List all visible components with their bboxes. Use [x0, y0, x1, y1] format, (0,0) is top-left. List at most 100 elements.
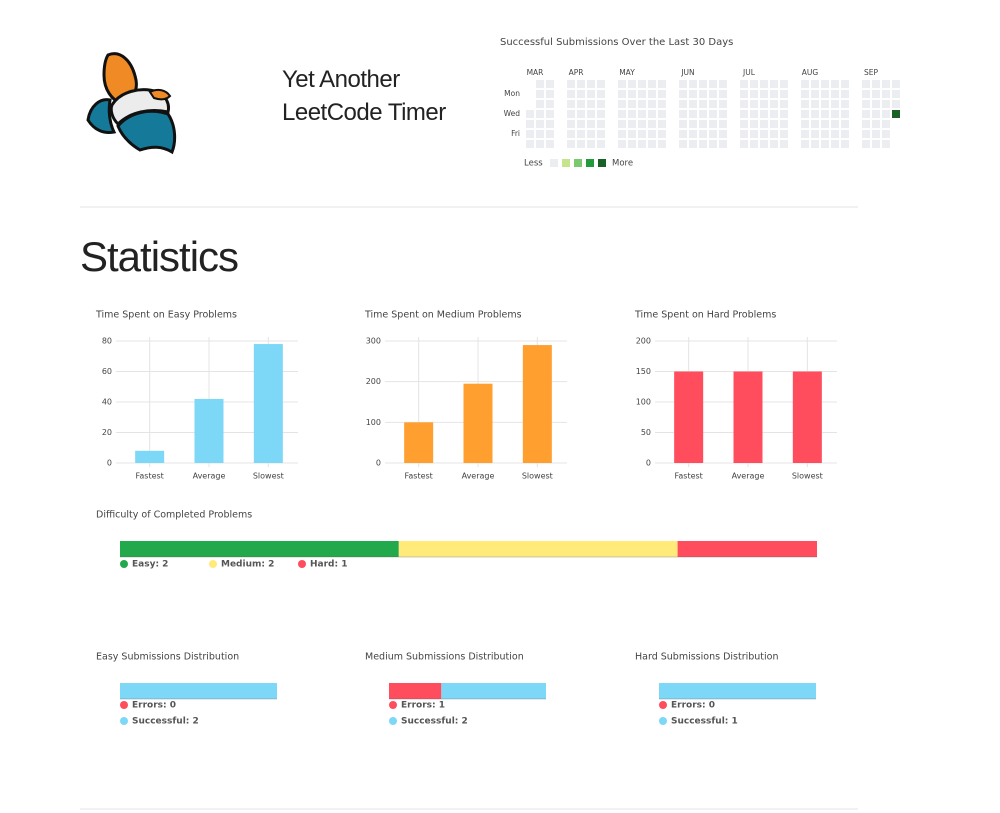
heatmap-cell: [821, 80, 829, 88]
heatmap-cell: [801, 110, 809, 118]
heatmap-cell: [567, 100, 575, 108]
legend-label: Easy: 2: [132, 560, 168, 570]
heatmap-cell: [679, 100, 687, 108]
month-label: MAY: [619, 68, 635, 77]
heatmap-cell: [628, 120, 636, 128]
heatmap-cell: [719, 90, 727, 98]
heatmap-cell: [750, 130, 758, 138]
heatmap-cell: [526, 130, 534, 138]
heatmap-cell: [658, 140, 666, 148]
heatmap-cell: [587, 140, 595, 148]
heatmap-cell: [597, 130, 605, 138]
legend-swatch: [598, 159, 606, 167]
y-tick-label: 0: [376, 459, 381, 468]
heatmap-cell: [811, 110, 819, 118]
heatmap-cell: [841, 90, 849, 98]
heatmap-cell: [587, 110, 595, 118]
heatmap-cell: [546, 80, 554, 88]
heatmap-cell: [567, 110, 575, 118]
heatmap-cell: [872, 100, 880, 108]
chart-title: Time Spent on Hard Problems: [634, 310, 776, 321]
heatmap-cell: [618, 100, 626, 108]
heatmap-cell: [801, 140, 809, 148]
bar: [253, 344, 283, 463]
heatmap-cell: [577, 100, 585, 108]
heatmap-cell: [679, 90, 687, 98]
heatmap-cell: [658, 80, 666, 88]
legend-swatch: [574, 159, 582, 167]
heatmap-cell: [872, 80, 880, 88]
heatmap-cell: [597, 90, 605, 98]
heatmap-cell: [628, 140, 636, 148]
legend-marker: [120, 560, 128, 568]
heatmap-cell: [811, 100, 819, 108]
heatmap-cell: [801, 100, 809, 108]
heatmap-cell: [648, 140, 656, 148]
heatmap-cell: [699, 100, 707, 108]
chart-title: Medium Submissions Distribution: [365, 652, 524, 663]
heatmap-cell: [801, 90, 809, 98]
heatmap-cell: [709, 130, 717, 138]
heatmap-cell: [587, 130, 595, 138]
heatmap-cell: [658, 130, 666, 138]
heatmap-cell: [577, 140, 585, 148]
heatmap-cell: [719, 130, 727, 138]
legend-swatch: [550, 159, 558, 167]
heatmap-cell: [679, 120, 687, 128]
heatmap-cell: [658, 100, 666, 108]
heatmap-cell: [567, 130, 575, 138]
heatmap-cell: [750, 120, 758, 128]
heatmap-cell: [638, 100, 646, 108]
heatmap-cell: [882, 100, 890, 108]
heatmap-cell: [770, 100, 778, 108]
legend-marker: [389, 701, 397, 709]
heatmap-cell: [740, 110, 748, 118]
heatmap-cell: [872, 140, 880, 148]
heatmap-cell: [862, 90, 870, 98]
y-tick-label: 20: [102, 428, 112, 437]
y-tick-label: 100: [636, 398, 651, 407]
day-label: Fri: [511, 129, 520, 138]
heatmap-cell: [648, 90, 656, 98]
heatmap-cell: [760, 90, 768, 98]
heatmap-cell: [536, 90, 544, 98]
heatmap-cell: [597, 100, 605, 108]
heatmap-cell: [618, 90, 626, 98]
y-tick-label: 300: [366, 337, 381, 346]
heatmap-cell: [638, 130, 646, 138]
day-label: Mon: [504, 89, 520, 98]
heatmap-cell: [526, 140, 534, 148]
chart-title: Difficulty of Completed Problems: [96, 510, 252, 521]
heatmap-cell: [679, 130, 687, 138]
heatmap-cell: [750, 110, 758, 118]
heatmap-cell: [780, 120, 788, 128]
x-tick-label: Average: [193, 472, 226, 481]
heatmap-cell: [770, 120, 778, 128]
heatmap-cell: [546, 90, 554, 98]
heatmap-cell: [811, 140, 819, 148]
heatmap-cell: [597, 80, 605, 88]
heatmap-cell: [872, 110, 880, 118]
heatmap-cell: [882, 90, 890, 98]
bar: [463, 383, 493, 463]
bar: [522, 345, 552, 463]
bar: [135, 450, 165, 463]
legend-label: Successful: 2: [132, 717, 199, 727]
heatmap-cell: [638, 80, 646, 88]
legend-marker: [298, 560, 306, 568]
heatmap-cell: [750, 80, 758, 88]
day-label: Wed: [504, 109, 521, 118]
legend-label: Errors: 1: [401, 701, 445, 711]
bar: [674, 371, 704, 463]
heatmap-cell: [546, 120, 554, 128]
x-tick-label: Slowest: [253, 472, 284, 481]
heatmap-cell: [709, 120, 717, 128]
heatmap-cell: [719, 110, 727, 118]
heatmap-cell: [872, 130, 880, 138]
heatmap-cell: [699, 140, 707, 148]
heatmap-cell: [821, 140, 829, 148]
heatmap-cell: [628, 110, 636, 118]
heatmap-cell: [780, 80, 788, 88]
heatmap-cell: [536, 120, 544, 128]
bar: [404, 422, 434, 463]
